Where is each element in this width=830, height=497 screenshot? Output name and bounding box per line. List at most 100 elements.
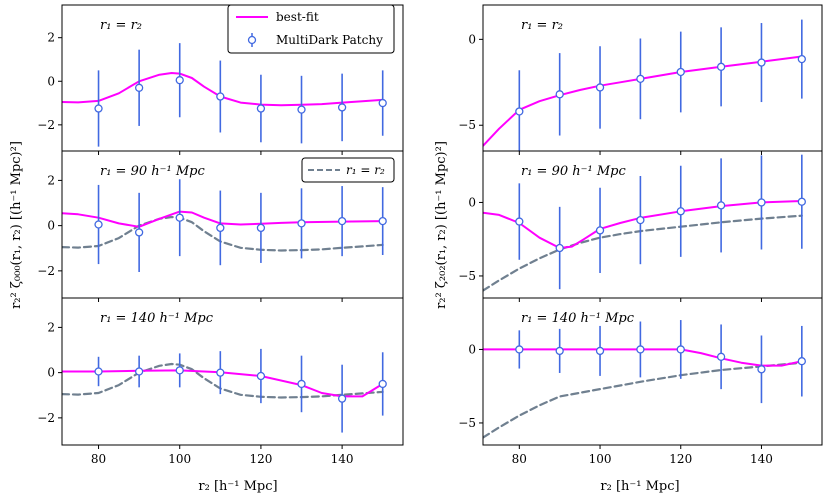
panel-right-1-point-1 [555,243,564,253]
panel-left-0-point-0 [94,104,103,113]
panel-right-1-label: r₁ = 90 h⁻¹ Mpc [521,164,626,179]
panels: −2 0 2 r₁ = r₂ −2 0 2 r₁ = 90 h⁻¹ Mpc −2 0 2 80 100 1… [37,4,823,466]
panel-right-2-ytick-label-0: −5 [458,416,476,430]
panel-right-0-point-7 [797,54,806,64]
panel-right-1-point-2 [595,226,605,235]
panel-right-0-point-4 [676,67,685,77]
panel-left-1-ytick-label-0: −2 [37,264,55,278]
panel-right-2-plot-area [483,320,806,439]
panel-left-2-xtick-label-1: 100 [168,452,191,466]
panel-right-2-point-0 [515,345,524,354]
legend-patchy-marker [247,35,257,45]
panel-left-1: −2 0 2 r₁ = 90 h⁻¹ Mpc [37,150,404,302]
panel-left-2-point-3 [216,368,225,377]
panel-left-0-best-fit-line [62,72,384,107]
panel-left-1-plot-area [62,179,387,272]
panel-left-0-point-1 [134,83,144,92]
panel-left-1-best-fit-line [62,210,384,228]
legend-patchy-label: MultiDark Patchy [276,33,383,47]
panel-left-1-r1-eq-r2-line [62,215,384,252]
panel-left-2-frame [61,297,404,446]
panel-left-1-point-7 [378,216,387,226]
panel-left-2-ytick-label-0: −2 [37,411,55,425]
panel-right-0-point-0 [515,107,524,116]
panel-right-2-xtick-label-0: 80 [512,452,527,466]
panel-left-1-point-4 [256,223,266,233]
panel-left-0-point-6 [337,103,347,112]
panel-right-2-xtick-label-3: 140 [750,452,773,466]
panel-left-2-ytick-label-1: 0 [47,366,55,380]
panel-right-2-xtick-label-1: 100 [589,452,612,466]
y-axis-label-left: r₂² ζ₀₀₀(r₁, r₂) [(h⁻¹ Mpc)²] [9,141,24,309]
panel-right-2-label: r₁ = 140 h⁻¹ Mpc [521,311,635,326]
panel-left-2: −2 0 2 80 100 120 140 r₁ = 140 h⁻¹ Mpc [37,297,404,466]
panel-left-0-point-2 [175,76,184,85]
panel-right-0: −5 0 r₁ = r₂ [458,4,823,155]
panel-left-2-xtick-label-0: 80 [91,452,106,466]
panel-right-0-point-3 [636,74,645,84]
panel-right-2-xtick-label-2: 120 [669,452,692,466]
panel-left-2-point-7 [378,379,387,389]
panel-left-1-point-5 [297,219,306,228]
panel-right-0-point-5 [716,62,726,71]
y-axis-label-right: r₂² ζ₂₀₂(r₁, r₂) [(h⁻¹ Mpc)²] [434,141,449,309]
panel-right-0-point-2 [595,83,605,92]
panel-right-1-point-3 [636,215,645,225]
panel-left-1-point-0 [94,220,103,229]
panel-left-1-ytick-label-1: 0 [47,219,55,233]
panel-right-2-point-2 [595,346,605,356]
panel-left-2-r1-eq-r2-line [62,362,384,399]
panel-right-1-point-6 [757,198,766,207]
panel-left-2-point-6 [337,394,347,403]
panel-left-1-point-3 [216,223,225,233]
panel-right-0-point-1 [555,90,564,99]
panel-left-2-point-1 [134,367,144,376]
panel-right-0-plot-area [483,19,806,151]
panel-right-0-point-6 [757,58,766,67]
panel-left-1-label: r₁ = 90 h⁻¹ Mpc [100,164,205,179]
panel-right-2-r1-eq-r2-line [483,361,803,439]
panel-left-2-point-4 [256,371,266,381]
panel-left-1-point-1 [134,228,144,237]
panel-right-1-point-5 [716,201,726,210]
panel-right-1-ytick-label-0: −5 [458,269,476,283]
panel-right-1-point-0 [515,217,524,226]
panel-right-1-best-fit-line [483,200,803,249]
panel-left-0-ytick-label-2: 2 [47,31,55,45]
panel-right-2-best-fit-line [483,348,803,367]
panel-left-2-point-0 [94,367,103,376]
panel-right-2-point-6 [757,365,766,374]
panel-left-0-label: r₁ = r₂ [100,18,142,33]
panel-right-1-ytick-label-1: 0 [468,195,476,209]
panel-right-2-point-5 [716,352,726,361]
panel-left-2-label: r₁ = 140 h⁻¹ Mpc [100,311,214,326]
panel-right-1-point-4 [676,207,685,216]
panel-left-0-point-4 [256,104,266,113]
panel-left-2-point-5 [297,379,306,389]
panel-left-2-ytick-label-2: 2 [47,320,55,334]
panel-left-0-point-5 [297,105,306,114]
panel-right-2-frame [482,297,823,446]
panel-right-1: −5 0 r₁ = 90 h⁻¹ Mpc [458,150,823,302]
panel-left-0-ytick-label-0: −2 [37,118,55,132]
panel-left-2-point-2 [175,366,184,375]
panel-right-1-r1-eq-r2-line [483,214,803,292]
panel-left-1-point-6 [337,216,347,226]
panel-right-2-ytick-label-1: 0 [468,342,476,356]
panel-right-0-label: r₁ = r₂ [521,18,563,33]
legend-best-fit-patchy: best-fit MultiDark Patchy [227,4,395,54]
panel-left-2-xtick-label-2: 120 [249,452,272,466]
panel-left-2-xtick-label-3: 140 [331,452,354,466]
legend-r1-eq-r2-label: r₁ = r₂ [346,163,385,177]
panel-left-2-plot-area [62,348,387,433]
legend-r1-eq-r2: r₁ = r₂ [301,157,395,183]
panel-right-2: −5 0 80 100 120 140 r₁ = 140 h⁻¹ Mpc [458,297,823,466]
panel-right-0-ytick-label-0: −5 [458,118,476,132]
panel-right-2-point-4 [676,345,685,354]
panel-left-1-ytick-label-2: 2 [47,173,55,187]
legend-best-fit-label: best-fit [276,10,319,24]
panel-left-0-point-7 [378,98,387,108]
panel-right-1-plot-area [483,154,806,292]
panel-left-0-point-3 [216,92,225,101]
